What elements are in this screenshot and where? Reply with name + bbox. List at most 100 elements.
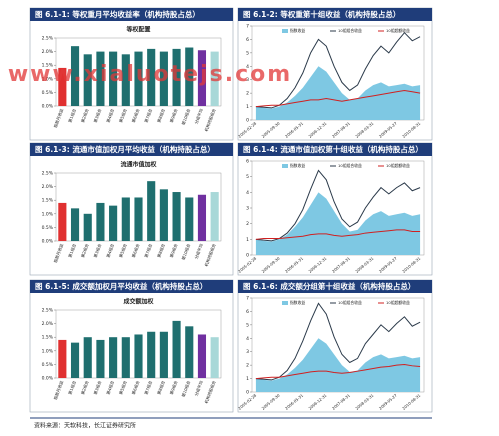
chart-subtitle: 等权配置: [125, 26, 150, 34]
y-tick-label: 2.0%: [42, 49, 54, 55]
watermark: www.xialuotejs.com: [8, 62, 292, 87]
x-tick-label: 分组平均: [193, 380, 204, 397]
x-tick-label: 第7组合: [142, 380, 153, 396]
bar: [134, 334, 143, 378]
bar: [172, 192, 181, 241]
x-tick-label: 第4组合: [104, 243, 115, 259]
x-tick-label: 第6组合: [130, 380, 141, 396]
y-tick-label: 1.0%: [42, 76, 54, 82]
y-tick-label: 5: [246, 174, 249, 180]
y-tick-label: 4: [246, 336, 249, 342]
y-tick-label: 1.5%: [42, 198, 54, 204]
y-tick-label: 0: [246, 253, 249, 259]
x-tick-label: 第7组合: [142, 243, 153, 259]
bar: [96, 202, 105, 241]
panel-header: [30, 8, 233, 21]
bar: [109, 337, 118, 378]
y-tick-label: 2: [246, 91, 249, 97]
x-tick-label: 第10组合: [180, 108, 191, 126]
legend-label: 10组超额收益: [386, 300, 410, 305]
y-tick-label: 1.5%: [42, 63, 54, 69]
y-tick-label: 2.0%: [42, 184, 54, 190]
bar: [58, 202, 67, 241]
y-tick-label: 6: [246, 309, 249, 315]
bar: [147, 331, 156, 378]
bar: [134, 197, 143, 241]
x-tick-label: 第2组合: [79, 243, 90, 259]
legend-swatch: [282, 301, 288, 305]
x-tick-label: 第9组合: [168, 108, 179, 124]
line: [255, 169, 421, 242]
source-note: 资料来源：天软科技，长江证券研究所: [34, 422, 136, 430]
y-tick-label: 0: [246, 118, 249, 124]
x-tick-label: 第7组合: [142, 108, 153, 124]
bar: [210, 51, 219, 106]
bar: [197, 50, 207, 106]
bar: [70, 342, 80, 378]
area: [255, 192, 421, 255]
y-tick-label: 1: [246, 237, 249, 243]
chart-subtitle: 成交额加权: [123, 298, 154, 306]
x-tick-label: 第6组合: [130, 243, 141, 259]
x-tick-label: 第10组合: [180, 380, 191, 398]
bar: [96, 51, 105, 106]
bar: [185, 326, 194, 378]
panel-title: 图 6.1-5: 成交额加权月平均收益（机构持股占总）: [35, 281, 207, 291]
x-tick-label: 第8组合: [155, 380, 166, 396]
bar: [210, 337, 219, 378]
y-tick-label: 1.0%: [42, 211, 54, 217]
y-tick-label: 4: [246, 64, 249, 70]
x-tick-label: 第1组合: [66, 108, 77, 124]
y-tick-label: 3: [246, 206, 249, 212]
panel-header: [238, 280, 432, 293]
y-tick-label: 6: [246, 37, 249, 43]
x-tick-label: 第4组合: [104, 380, 115, 396]
line: [255, 31, 421, 109]
y-tick-label: 1.5%: [42, 335, 54, 341]
y-tick-label: 3: [246, 349, 249, 355]
y-tick-label: 0.0%: [42, 376, 54, 382]
x-tick-label: 第2组合: [79, 108, 90, 124]
x-tick-label: 第5组合: [117, 380, 128, 396]
y-tick-label: 0.0%: [42, 239, 54, 245]
panel-header: [238, 143, 432, 156]
x-tick-label: 第3组合: [92, 243, 103, 259]
bar: [172, 48, 181, 106]
bar: [185, 197, 194, 241]
bar: [210, 192, 219, 241]
legend-swatch: [282, 29, 288, 33]
legend-label: 10组超额收益: [386, 163, 410, 168]
y-tick-label: 3: [246, 77, 249, 83]
legend-label: 10组组合收益: [338, 28, 362, 33]
bar: [58, 67, 67, 106]
bar: [147, 181, 156, 241]
panel-title: 图 6.1-4: 流通市值加权第十组收益（机构持股占总）: [243, 144, 423, 154]
bar: [121, 54, 130, 106]
x-tick-label: 分组平均: [193, 108, 204, 125]
area: [255, 66, 421, 120]
bar: [96, 339, 105, 378]
x-tick-label: 分组平均: [193, 243, 204, 260]
panel-header: [30, 280, 233, 293]
x-tick-label: 第9组合: [168, 243, 179, 259]
x-tick-label: 第4组合: [104, 108, 115, 124]
legend-label: 指数收益: [290, 163, 305, 168]
legend-label: 指数收益: [290, 300, 305, 305]
x-tick-label: 第5组合: [117, 108, 128, 124]
bar: [121, 197, 130, 241]
legend-label: 10组组合收益: [338, 300, 362, 305]
y-tick-label: 0.5%: [42, 90, 54, 96]
bar: [147, 48, 156, 106]
y-tick-label: 2.0%: [42, 321, 54, 327]
x-tick-label: 第8组合: [155, 243, 166, 259]
x-tick-label: 第6组合: [130, 108, 141, 124]
bar: [58, 339, 67, 378]
line: [255, 229, 421, 240]
bar: [172, 320, 181, 378]
y-tick-label: 1: [246, 104, 249, 110]
y-tick-label: 1: [246, 376, 249, 382]
legend-swatch: [282, 164, 288, 168]
panel-title: 图 6.1-2: 等权重第十组收益（机构持股占总）: [243, 9, 400, 19]
y-tick-label: 5: [246, 322, 249, 328]
